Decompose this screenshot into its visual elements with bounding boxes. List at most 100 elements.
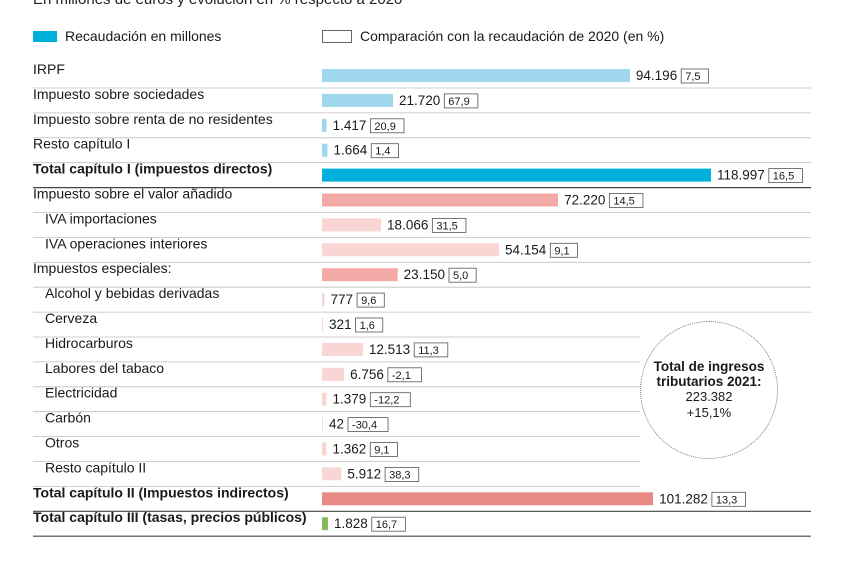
category-label: Impuesto sobre el valor añadido [33, 186, 232, 202]
pct-box [369, 442, 398, 457]
pct-label: 9,6 [361, 295, 376, 307]
pct-box [443, 93, 479, 109]
category-label: Resto capítulo I [33, 136, 130, 152]
pct-label: 31,5 [436, 220, 457, 232]
category-label: Impuestos especiales: [33, 260, 172, 276]
bar [322, 218, 382, 232]
category-label: Impuesto sobre sociedades [33, 86, 204, 102]
total-callout: Total de ingresos tributarios 2021: 223.… [640, 321, 778, 459]
pct-box [369, 392, 411, 408]
pct-box [711, 491, 746, 507]
bar [322, 93, 394, 107]
bar [322, 143, 328, 157]
pct-box [370, 143, 399, 159]
pct-label: -12,2 [374, 395, 399, 407]
legend-label-amount: Recaudación en millones [65, 28, 222, 44]
bar [322, 392, 327, 406]
value-label: 321 [329, 317, 352, 332]
value-label: 5.912 [347, 466, 381, 481]
value-label: 101.282 [659, 491, 708, 506]
category-label: IVA importaciones [45, 210, 157, 226]
category-label: Hidrocarburos [45, 335, 133, 351]
value-label: 1.664 [333, 143, 367, 158]
bar [322, 417, 323, 431]
callout-change: +15,1% [686, 405, 732, 420]
bar [322, 69, 630, 82]
value-label: 21.720 [399, 93, 440, 108]
pct-label: 13,3 [716, 494, 737, 506]
value-label: 1.417 [333, 118, 367, 133]
bar [322, 342, 363, 356]
pct-box [608, 193, 644, 208]
callout-title: Total de ingresos tributarios 2021: [653, 359, 765, 389]
pct-label: 14,5 [613, 196, 634, 208]
value-label: 42 [329, 417, 344, 432]
pct-box [347, 417, 389, 433]
pct-label: 67,9 [448, 96, 469, 108]
pct-box [431, 217, 467, 233]
pct-label: 16,5 [773, 171, 794, 183]
value-label: 1.828 [334, 516, 368, 531]
bar [322, 243, 500, 257]
value-label: 72.220 [564, 193, 605, 208]
pct-label: 1,6 [360, 320, 375, 332]
category-label: Electricidad [45, 385, 117, 401]
pct-box [549, 242, 578, 258]
pct-label: 1,4 [375, 146, 390, 158]
bar [322, 492, 654, 506]
bar [322, 268, 398, 282]
legend-label-comparison: Comparación con la recaudación de 2020 (… [360, 28, 665, 44]
legend-swatch-filled [33, 30, 57, 42]
value-label: 777 [331, 292, 354, 307]
category-label: IRPF [33, 61, 65, 77]
bar [322, 193, 559, 207]
bar [322, 318, 324, 331]
value-label: 12.513 [369, 342, 410, 357]
category-label: Total capítulo I (impuestos directos) [33, 161, 272, 177]
bar [322, 442, 327, 456]
category-label: Resto capítulo II [45, 459, 146, 475]
pct-label: 11,3 [418, 345, 439, 357]
value-label: 54.154 [505, 242, 547, 257]
pct-label: 9,1 [374, 445, 389, 457]
category-label: Impuesto sobre renta de no residentes [33, 111, 273, 127]
bar [322, 367, 345, 381]
value-label: 1.362 [332, 442, 366, 457]
pct-label: 7,5 [685, 71, 700, 83]
bar [322, 168, 711, 182]
pct-box [387, 367, 422, 383]
pct-label: 16,7 [376, 519, 397, 531]
pct-box [355, 317, 384, 333]
legend-item-amount: Recaudación en millones [33, 28, 221, 44]
pct-box [680, 68, 709, 84]
category-label: Cerveza [45, 310, 97, 326]
pct-box [413, 342, 449, 358]
pct-box [356, 292, 385, 308]
callout-value: 223.382 [685, 389, 733, 404]
category-label: Carbón [45, 410, 91, 426]
value-label: 6.756 [350, 367, 384, 382]
value-label: 23.150 [404, 267, 445, 282]
bar [322, 517, 328, 531]
bar [322, 118, 327, 132]
category-label: Total capítulo II (Impuestos indirectos) [33, 484, 289, 500]
pct-label: 20,9 [374, 121, 395, 133]
category-label: Alcohol y bebidas derivadas [45, 285, 219, 301]
pct-label: 5,0 [453, 270, 468, 282]
value-label: 1.379 [333, 392, 367, 407]
bar [322, 467, 342, 481]
pct-box [370, 118, 405, 134]
legend-swatch-outline [322, 29, 352, 43]
category-label: Total capítulo III (tasas, precios públi… [33, 509, 307, 525]
pct-label: 38,3 [389, 469, 410, 481]
legend-item-comparison: Comparación con la recaudación de 2020 (… [322, 28, 664, 44]
value-label: 94.196 [636, 68, 677, 83]
pct-label: 9,1 [554, 245, 569, 257]
pct-box [448, 267, 477, 283]
pct-box [371, 516, 406, 532]
bar [322, 293, 325, 307]
pct-box [384, 466, 420, 482]
pct-label: -2,1 [392, 370, 411, 382]
category-label: Labores del tabaco [45, 360, 164, 376]
